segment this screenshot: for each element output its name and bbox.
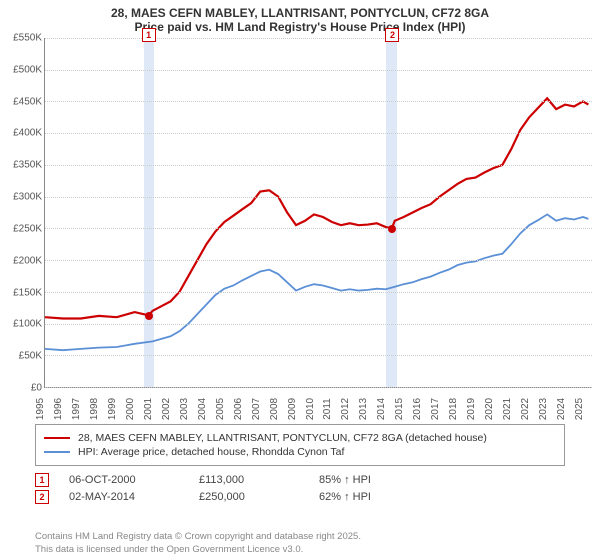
x-tick-label: 1999 — [107, 398, 125, 420]
legend-swatch — [44, 437, 70, 439]
marker-label-1: 1 — [142, 28, 156, 42]
gridline — [45, 197, 592, 198]
legend-label: 28, MAES CEFN MABLEY, LLANTRISANT, PONTY… — [78, 432, 487, 444]
x-tick-label: 1996 — [53, 398, 71, 420]
footer-line-1: Contains HM Land Registry data © Crown c… — [35, 531, 575, 543]
transaction-row: 1 06-OCT-2000£113,00085% ↑ HPI — [35, 473, 565, 487]
transaction-price: £113,000 — [199, 474, 319, 486]
x-tick-label: 2008 — [269, 398, 287, 420]
x-axis: 1995199619971998199920002001200220032004… — [44, 388, 592, 418]
title-line-1: 28, MAES CEFN MABLEY, LLANTRISANT, PONTY… — [10, 6, 590, 20]
x-tick-label: 2001 — [143, 398, 161, 420]
y-tick-label: £500K — [13, 64, 42, 75]
gridline — [45, 228, 592, 229]
transaction-table: 1 06-OCT-2000£113,00085% ↑ HPI 2 02-MAY-201… — [35, 470, 565, 507]
y-tick-label: £250K — [13, 223, 42, 234]
marker-label-2: 2 — [385, 28, 399, 42]
x-tick-label: 2011 — [322, 398, 340, 420]
y-tick-label: £50K — [19, 351, 42, 362]
y-tick-label: £350K — [13, 160, 42, 171]
chart-title-block: 28, MAES CEFN MABLEY, LLANTRISANT, PONTY… — [0, 0, 600, 36]
x-tick-label: 2005 — [215, 398, 233, 420]
x-tick-label: 1995 — [35, 398, 53, 420]
x-tick-label: 2009 — [287, 398, 305, 420]
transaction-delta: 62% ↑ HPI — [319, 491, 439, 503]
legend-item: HPI: Average price, detached house, Rhon… — [44, 446, 556, 458]
transaction-price: £250,000 — [199, 491, 319, 503]
gridline — [45, 165, 592, 166]
x-tick-label: 2020 — [484, 398, 502, 420]
plot-area: 12 — [44, 38, 592, 388]
gridline — [45, 133, 592, 134]
footer: Contains HM Land Registry data © Crown c… — [35, 531, 575, 556]
transaction-marker: 1 — [35, 473, 49, 487]
legend-item: 28, MAES CEFN MABLEY, LLANTRISANT, PONTY… — [44, 432, 556, 444]
x-tick-label: 2013 — [358, 398, 376, 420]
gridline — [45, 292, 592, 293]
x-tick-label: 2023 — [538, 398, 556, 420]
x-tick-label: 2015 — [394, 398, 412, 420]
title-line-2: Price paid vs. HM Land Registry's House … — [10, 20, 590, 34]
transaction-delta: 85% ↑ HPI — [319, 474, 439, 486]
x-tick-label: 2003 — [179, 398, 197, 420]
footer-line-2: This data is licensed under the Open Gov… — [35, 544, 575, 556]
x-tick-label: 2007 — [251, 398, 269, 420]
x-tick-label: 2018 — [448, 398, 466, 420]
x-tick-label: 2010 — [305, 398, 323, 420]
line-series-svg — [45, 38, 592, 387]
x-tick-label: 2017 — [430, 398, 448, 420]
x-tick-label: 2016 — [412, 398, 430, 420]
legend-label: HPI: Average price, detached house, Rhon… — [78, 446, 344, 458]
x-tick-label: 2025 — [574, 398, 592, 420]
gridline — [45, 70, 592, 71]
transaction-date: 02-MAY-2014 — [69, 491, 199, 503]
x-tick-label: 2014 — [376, 398, 394, 420]
x-tick-label: 2021 — [502, 398, 520, 420]
series-hpi — [45, 214, 588, 350]
gridline — [45, 260, 592, 261]
x-tick-label: 2002 — [161, 398, 179, 420]
gridline — [45, 101, 592, 102]
x-tick-label: 2012 — [340, 398, 358, 420]
marker-dot-1 — [145, 312, 153, 320]
x-tick-label: 2000 — [125, 398, 143, 420]
y-tick-label: £300K — [13, 192, 42, 203]
y-tick-label: £100K — [13, 319, 42, 330]
x-tick-label: 2004 — [197, 398, 215, 420]
y-tick-label: £0 — [31, 383, 42, 394]
transaction-row: 2 02-MAY-2014£250,00062% ↑ HPI — [35, 490, 565, 504]
y-tick-label: £450K — [13, 96, 42, 107]
x-tick-label: 2024 — [556, 398, 574, 420]
legend: 28, MAES CEFN MABLEY, LLANTRISANT, PONTY… — [35, 424, 565, 466]
marker-dot-2 — [388, 225, 396, 233]
x-tick-label: 2019 — [466, 398, 484, 420]
chart-area: £0 £50K £100K £150K £200K £250K £300K £350K £400… — [0, 38, 600, 418]
transaction-date: 06-OCT-2000 — [69, 474, 199, 486]
x-tick-label: 2022 — [520, 398, 538, 420]
y-tick-label: £550K — [13, 33, 42, 44]
x-tick-label: 2006 — [233, 398, 251, 420]
gridline — [45, 38, 592, 39]
gridline — [45, 324, 592, 325]
y-tick-label: £200K — [13, 255, 42, 266]
legend-swatch — [44, 451, 70, 453]
gridline — [45, 355, 592, 356]
transaction-marker: 2 — [35, 490, 49, 504]
x-tick-label: 1998 — [89, 398, 107, 420]
x-tick-label: 1997 — [71, 398, 89, 420]
y-tick-label: £150K — [13, 287, 42, 298]
y-tick-label: £400K — [13, 128, 42, 139]
y-axis: £0 £50K £100K £150K £200K £250K £300K £350K £400… — [0, 38, 44, 418]
